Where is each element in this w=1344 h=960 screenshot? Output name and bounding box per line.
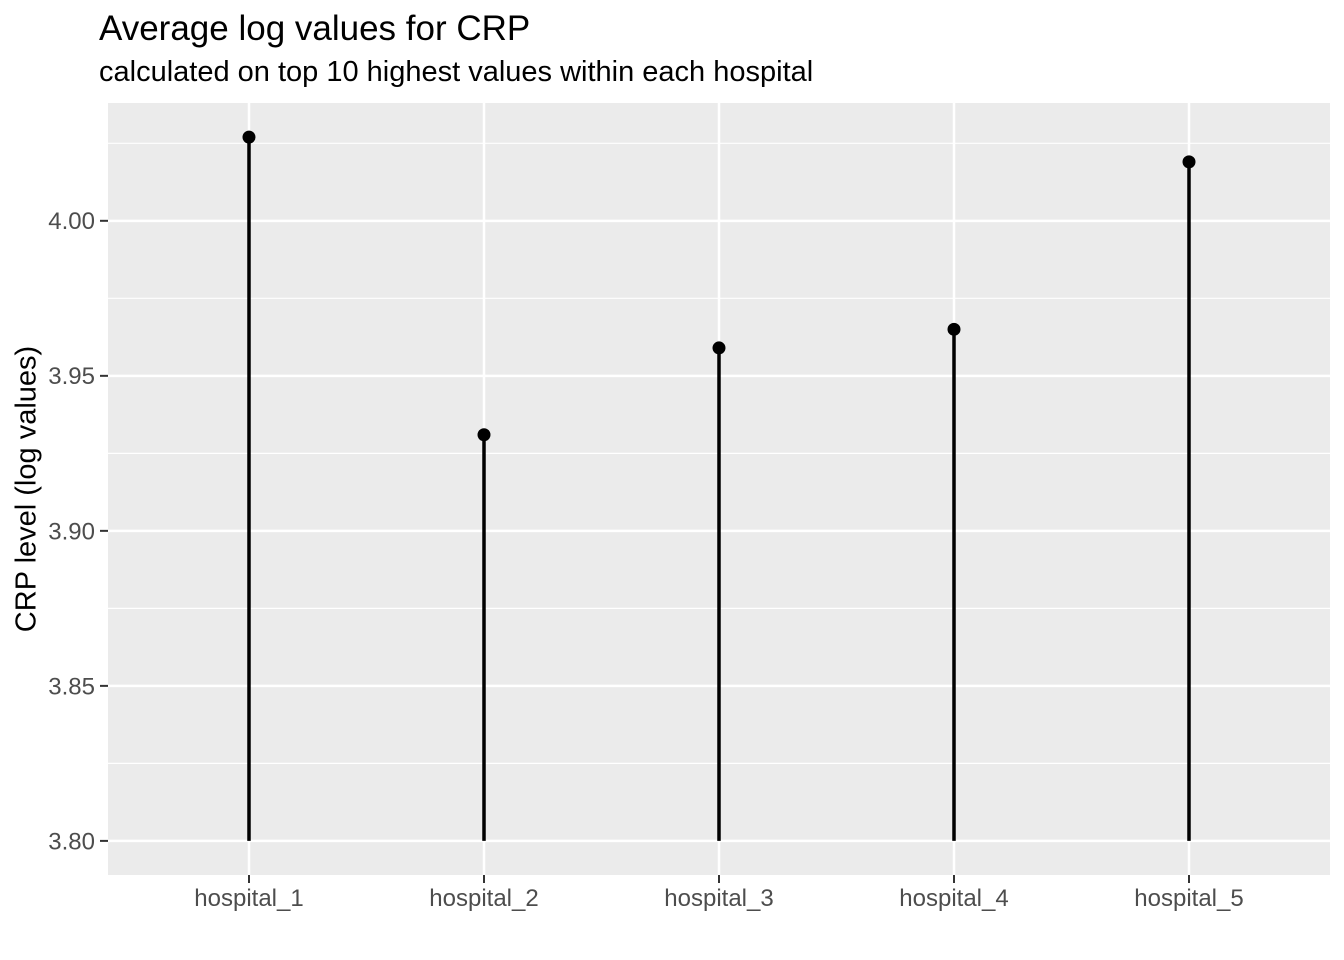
data-point-hospital_5: [1182, 155, 1196, 169]
y-tick-label: 3.95: [48, 363, 95, 390]
y-tick-label: 3.85: [48, 673, 95, 700]
x-tick-label-hospital_2: hospital_2: [429, 885, 538, 912]
chart-title: Average log values for CRP: [99, 9, 531, 48]
x-tick-label-hospital_1: hospital_1: [194, 885, 303, 912]
y-tick-label: 3.90: [48, 518, 95, 545]
x-tick-label-hospital_4: hospital_4: [899, 885, 1008, 912]
data-point-hospital_3: [712, 341, 726, 355]
y-tick-label: 3.80: [48, 828, 95, 855]
data-point-hospital_2: [477, 428, 491, 442]
y-tick-label: 4.00: [48, 208, 95, 235]
chart-subtitle: calculated on top 10 highest values with…: [99, 56, 814, 88]
data-point-hospital_1: [242, 130, 256, 144]
data-point-hospital_4: [947, 322, 961, 336]
x-tick-label-hospital_5: hospital_5: [1134, 885, 1243, 912]
x-tick-label-hospital_3: hospital_3: [664, 885, 773, 912]
